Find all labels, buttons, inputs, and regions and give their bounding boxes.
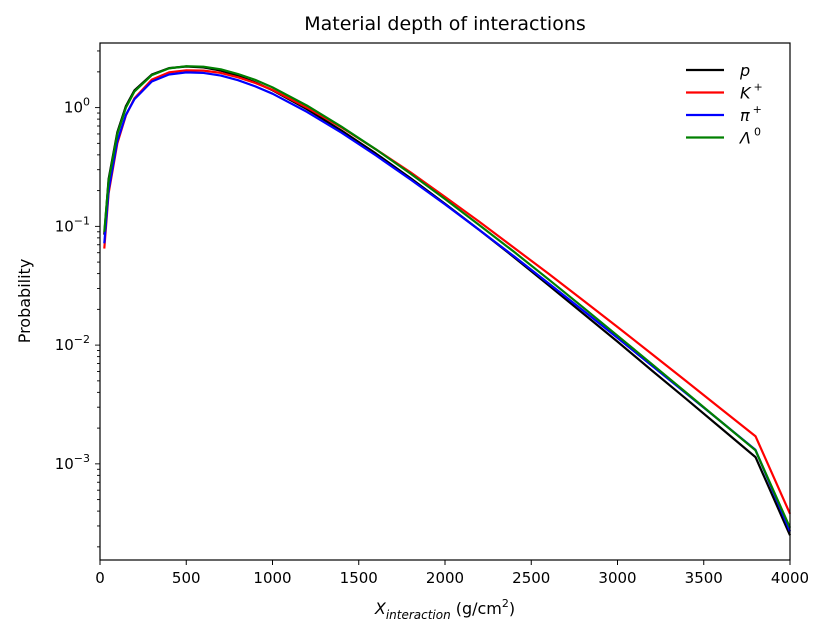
x-tick-label: 2500 (512, 569, 550, 587)
plot-frame (99, 42, 791, 561)
y-tick-label: 10−2 (55, 333, 90, 354)
x-tick-label: 1500 (340, 569, 378, 587)
series-line-3 (103, 71, 792, 532)
series-lines (103, 65, 792, 536)
y-tick-label: 100 (64, 96, 90, 117)
y-tick-label: 10−3 (55, 452, 90, 473)
chart-title: Material depth of interactions (304, 13, 586, 35)
series-line-4 (103, 65, 792, 529)
x-tick-label: 2000 (426, 569, 464, 587)
x-axis: 0 500 1000 1500 2000 2500 3000 3500 4000 (95, 560, 809, 587)
x-tick-label: 0 (95, 569, 105, 587)
legend: pK +π +Λ 0 (686, 61, 763, 148)
legend-label-2: K + (740, 81, 763, 103)
y-axis-label: Probability (15, 259, 34, 344)
x-tick-label: 3500 (685, 569, 723, 587)
y-axis: 100 10−1 10−2 10−3 (55, 50, 100, 548)
x-axis-label-main: X (374, 599, 387, 618)
x-tick-label: 500 (172, 569, 201, 587)
x-axis-label-unit-sup: 2 (502, 597, 509, 610)
x-tick-label: 4000 (771, 569, 809, 587)
x-tick-label: 3000 (598, 569, 636, 587)
y-tick-label: 10−1 (55, 214, 90, 235)
x-tick-label: 1000 (253, 569, 291, 587)
x-axis-label-unit: (g/cm (456, 599, 502, 618)
legend-label-1: p (739, 61, 750, 80)
legend-label-3: π + (740, 103, 762, 125)
x-axis-label-unit-end: ) (509, 599, 515, 618)
x-axis-label: Xinteraction (g/cm2) (374, 597, 515, 622)
x-axis-label-sub: interaction (386, 608, 451, 622)
